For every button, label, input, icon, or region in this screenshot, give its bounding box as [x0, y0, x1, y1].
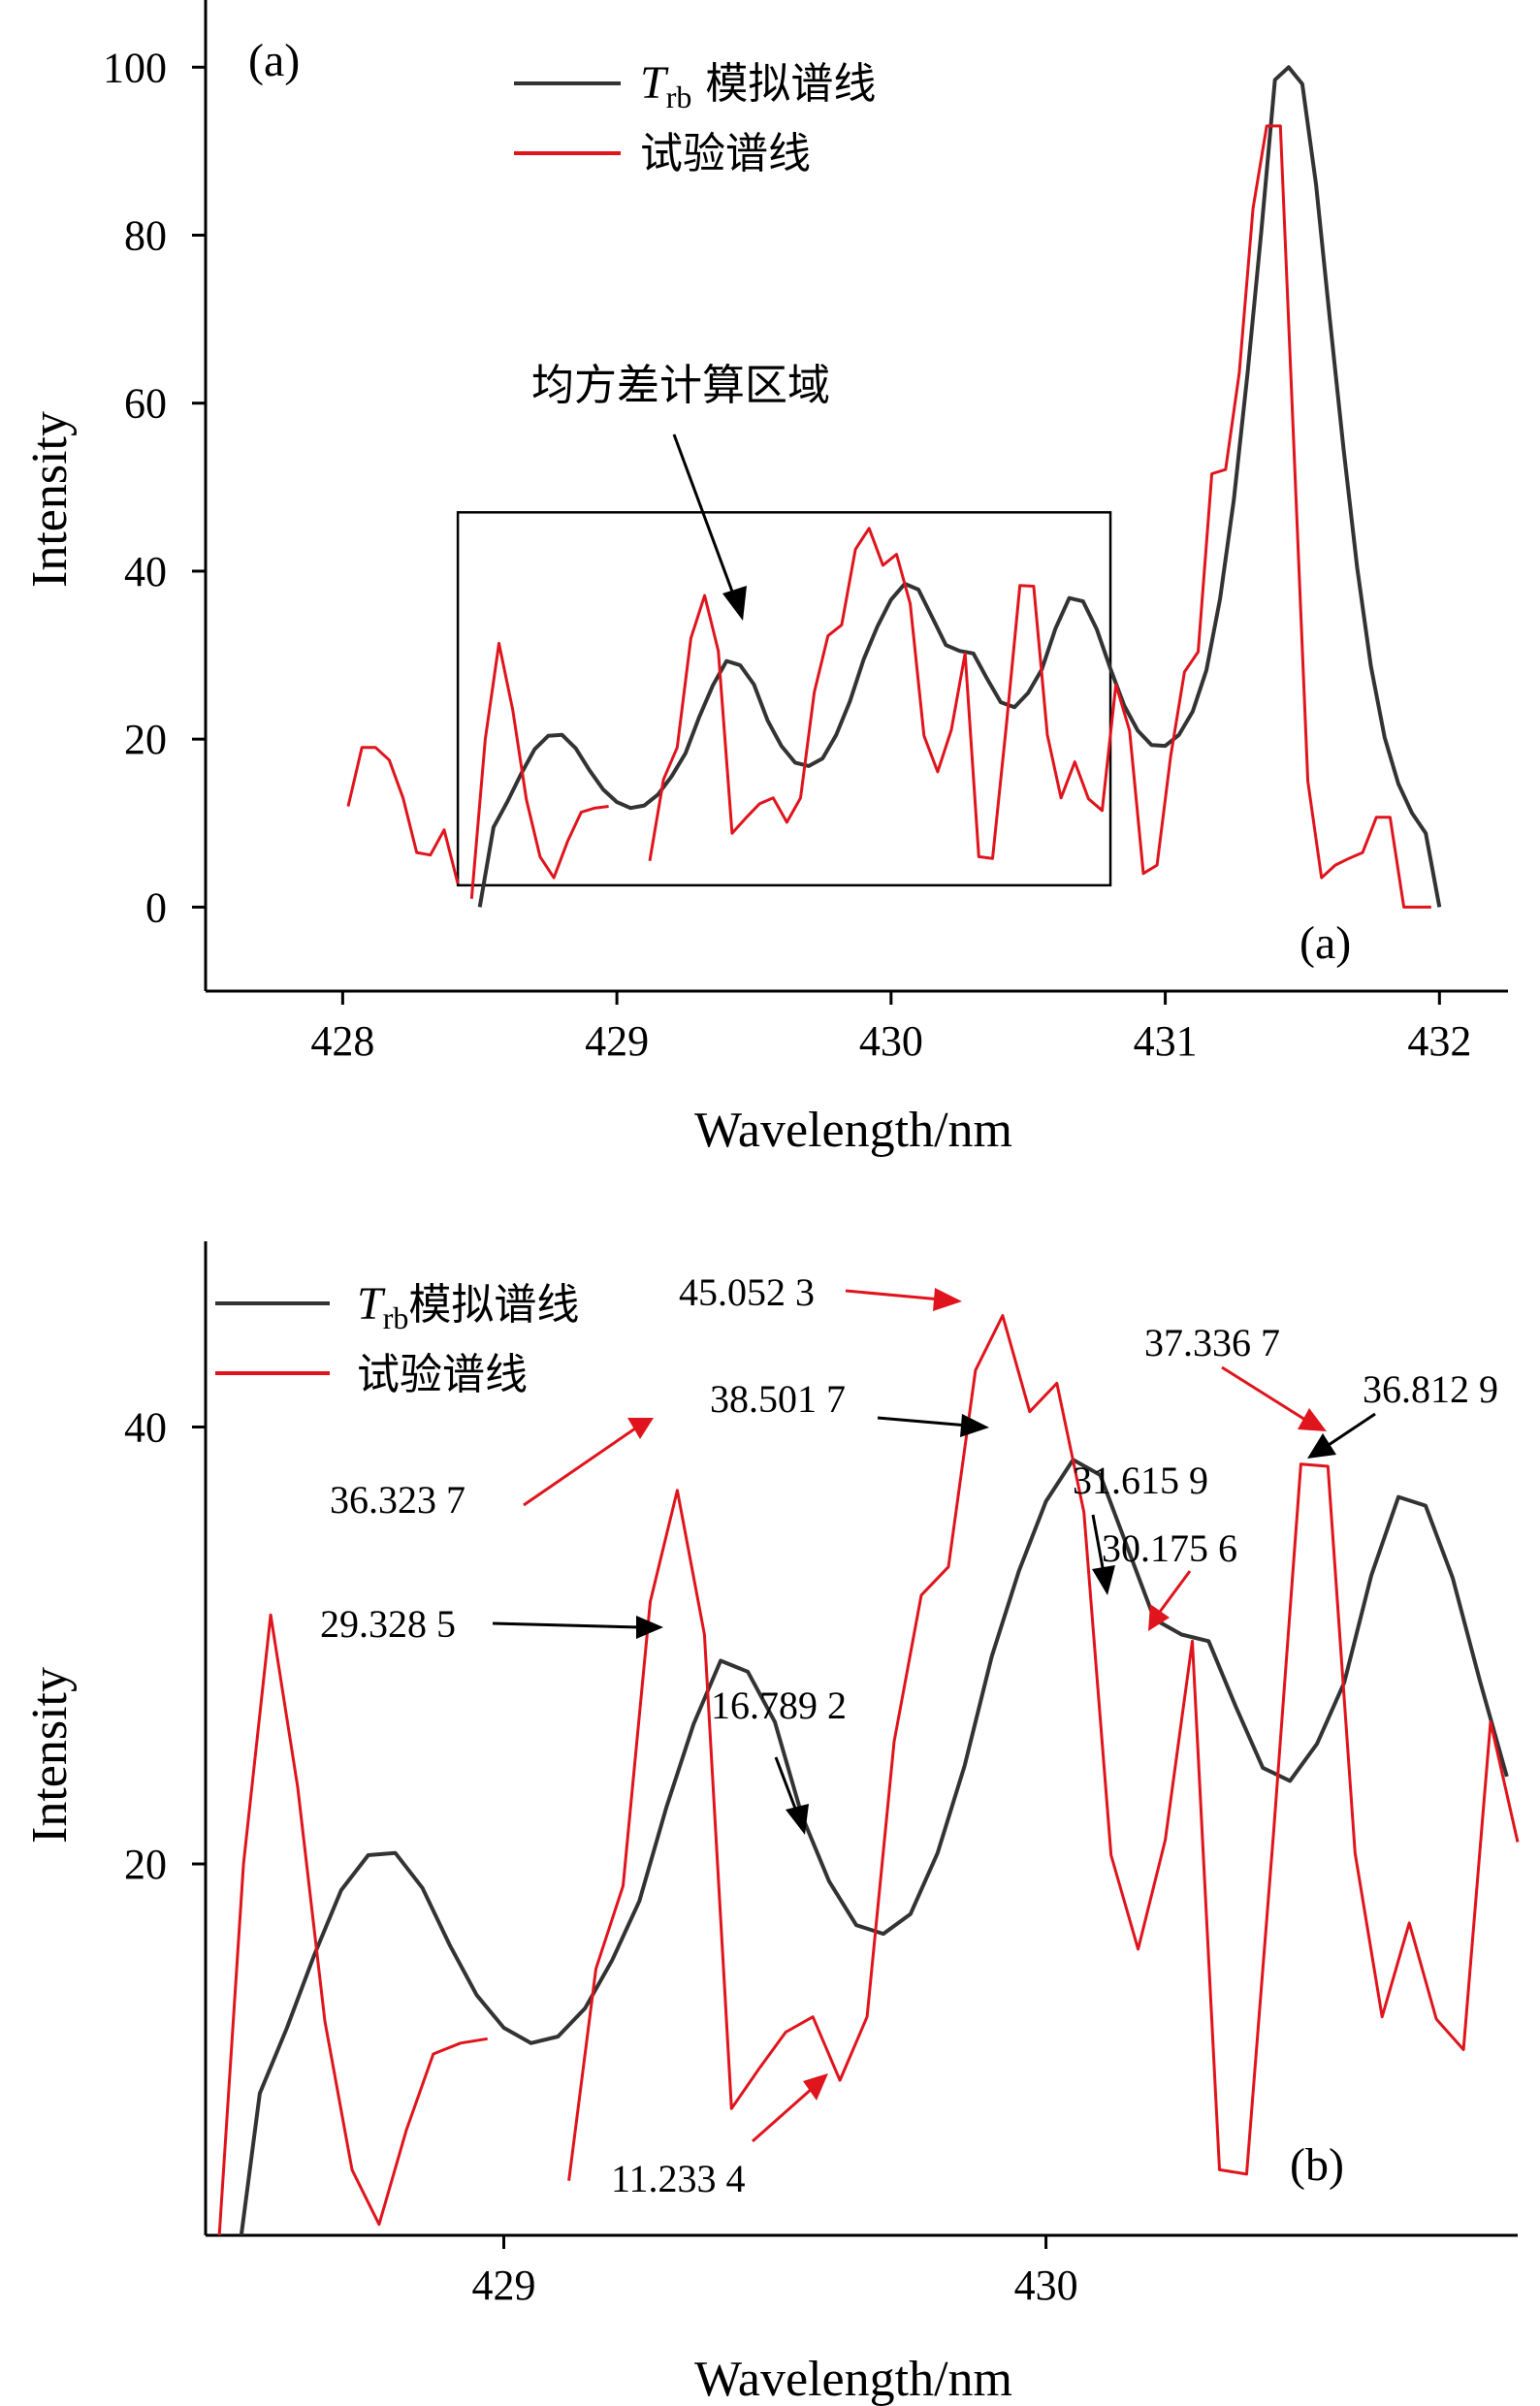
y-axis-label-b: Intensity	[22, 1667, 78, 1844]
annotation-16-7892-arrow	[774, 1756, 799, 1814]
y-tick-label: 40	[124, 1403, 167, 1451]
annotation-31-6159: 31.615 9	[1073, 1459, 1208, 1502]
annotation-37-3367-arrow	[1221, 1365, 1306, 1422]
annotation-29-3285-arrowhead	[636, 1616, 663, 1639]
annotation-36-8129: 36.812 9	[1363, 1367, 1498, 1411]
annotations-b: 45.052 3 38.501 7 36.323 7 29.328 5 16.7…	[320, 1270, 1498, 2200]
panel-a-chart: 428 429 430 431 432 0 20 40 60 80 100 Wavelength/…	[22, 0, 1508, 1158]
x-axis-label-a: Wavelength/nm	[694, 1103, 1012, 1158]
series-line-experimental-2	[648, 124, 1431, 909]
annotation-37-3367: 37.336 7	[1144, 1321, 1280, 1364]
annotation-30-1756-arrowhead	[1148, 1604, 1170, 1631]
y-tick-label: 20	[124, 716, 167, 763]
x-ticks-b: 429 430	[472, 2235, 1078, 2309]
legend-a: Trb 模拟谱线 试验谱线	[514, 57, 876, 178]
annotation-36-3237-arrow	[523, 1427, 636, 1507]
series-line-simulated-0	[239, 1458, 1509, 2235]
annotation-30-1756: 30.175 6	[1102, 1526, 1237, 1570]
x-tick-label: 429	[472, 2262, 536, 2309]
annotation-45-0523-arrow	[845, 1289, 942, 1301]
series-line-experimental-1	[469, 641, 609, 899]
annotation-29-3285-arrow	[492, 1621, 641, 1629]
x-tick-label: 430	[1014, 2262, 1078, 2309]
annotation-45-0523: 45.052 3	[679, 1270, 815, 1314]
y-axis-label-a: Intensity	[22, 411, 78, 588]
rmse-region-box	[456, 511, 1112, 887]
annotation-36-3237: 36.323 7	[330, 1478, 465, 1522]
x-tick-label: 428	[310, 1017, 374, 1065]
series-line-simulated-0	[477, 65, 1442, 908]
annotation-36-8129-arrowhead	[1307, 1433, 1336, 1459]
annotation-11-2334-arrow	[752, 2086, 814, 2143]
x-ticks-a: 428 429 430 431 432	[310, 991, 1471, 1065]
x-axis-label-b: Wavelength/nm	[694, 2352, 1012, 2406]
x-tick-label: 431	[1134, 1017, 1198, 1065]
legend-a-label-sim: Trb 模拟谱线	[640, 57, 876, 114]
y-tick-label: 100	[103, 44, 167, 91]
panel-label-b: (b)	[1290, 2139, 1344, 2191]
annotation-31-6159-arrowhead	[1092, 1565, 1115, 1595]
annotation-45-0523-arrowhead	[933, 1288, 962, 1311]
series-a	[346, 65, 1442, 909]
legend-b-label-exp: 试验谱线	[357, 1350, 528, 1399]
x-tick-label: 429	[585, 1017, 649, 1065]
legend-b: Trb模拟谱线 试验谱线	[215, 1278, 579, 1399]
annotation-38-5017: 38.501 7	[710, 1377, 846, 1421]
legend-a-label-exp: 试验谱线	[640, 129, 811, 178]
annotation-29-3285: 29.328 5	[320, 1602, 456, 1646]
annotation-11-2334-arrowhead	[803, 2073, 828, 2101]
y-tick-label: 0	[145, 883, 167, 931]
y-tick-label: 80	[124, 212, 167, 260]
x-tick-label: 430	[859, 1017, 923, 1065]
rmse-region-label: 均方差计算区域	[531, 361, 830, 410]
annotation-16-7892-arrowhead	[786, 1804, 809, 1835]
rmse-region-arrow-line	[672, 433, 737, 600]
rmse-region-arrow-head	[722, 586, 747, 621]
annotation-31-6159-arrow	[1091, 1514, 1106, 1574]
y-tick-label: 60	[124, 380, 167, 428]
annotation-11-2334: 11.233 4	[611, 2157, 746, 2200]
panel-label-a-inner: (a)	[1299, 917, 1351, 969]
series-line-experimental-1	[567, 1314, 1520, 2181]
annotation-38-5017-arrow	[877, 1416, 969, 1428]
y-tick-label: 20	[124, 1841, 167, 1888]
legend-b-label-sim: Trb模拟谱线	[357, 1278, 579, 1335]
annotation-37-3367-arrowhead	[1298, 1408, 1327, 1431]
annotation-36-3237-arrowhead	[627, 1418, 654, 1439]
annotation-16-7892: 16.789 2	[711, 1684, 847, 1727]
panel-label-a: (a)	[248, 35, 300, 86]
annotation-38-5017-arrowhead	[960, 1414, 989, 1437]
series-b	[217, 1314, 1520, 2235]
annotation-30-1756-arrow	[1158, 1570, 1192, 1613]
annotation-36-8129-arrow	[1328, 1412, 1376, 1447]
series-line-experimental-0	[217, 1613, 488, 2235]
y-ticks-a: 0 20 40 60 80 100	[103, 44, 206, 931]
y-tick-label: 40	[124, 548, 167, 595]
x-tick-label: 432	[1407, 1017, 1471, 1065]
series-line-experimental-0	[346, 746, 460, 884]
